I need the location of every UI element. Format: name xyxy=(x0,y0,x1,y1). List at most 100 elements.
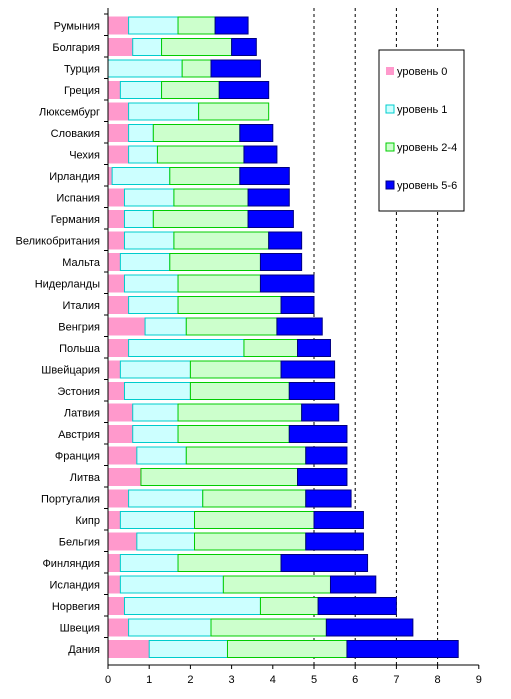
bar-segment xyxy=(107,124,130,142)
x-tick-label: 8 xyxy=(435,674,441,686)
bar-segment xyxy=(128,102,200,121)
bar-segment xyxy=(301,403,340,422)
category-label: Дания xyxy=(68,644,100,656)
bar-segment xyxy=(259,597,319,615)
bar-segment xyxy=(136,446,187,465)
category-label: Португалия xyxy=(41,494,100,506)
bar-segment xyxy=(123,382,191,400)
category-label: Бельгия xyxy=(59,537,100,549)
bar-segment xyxy=(177,425,290,443)
bar-segment xyxy=(177,274,261,293)
x-tick-label: 1 xyxy=(146,674,152,686)
x-axis: 0 1 2 3 4 5 6 7 8 9 xyxy=(105,8,482,686)
bar-segment xyxy=(132,38,163,56)
bar-segment xyxy=(107,532,138,551)
bar-segment xyxy=(111,167,171,185)
bar-segment xyxy=(128,124,154,142)
legend-label: уровень 2-4 xyxy=(397,142,457,154)
category-label: Люксембург xyxy=(39,107,100,119)
bar-segment xyxy=(128,618,212,637)
x-tick-label: 6 xyxy=(352,674,358,686)
bar-segment xyxy=(214,16,249,35)
bar-segment xyxy=(107,188,125,207)
bar-segment xyxy=(305,489,352,508)
category-label: Италия xyxy=(63,300,101,312)
bar-segment xyxy=(128,16,179,35)
legend-swatch xyxy=(385,142,395,152)
category-label: Австрия xyxy=(58,429,100,441)
bar-segment xyxy=(177,16,216,35)
bar-segment xyxy=(305,532,364,551)
bar-segment xyxy=(107,253,121,271)
bar-segment xyxy=(107,382,125,400)
category-label: Испания xyxy=(56,193,100,205)
bar-segment xyxy=(107,446,138,465)
bar-segment xyxy=(210,618,327,637)
x-tick-label: 9 xyxy=(476,674,482,686)
bar-segment xyxy=(107,317,146,336)
category-label: Великобритания xyxy=(16,236,101,248)
bar-segment xyxy=(239,124,274,142)
bar-segment xyxy=(259,274,315,293)
bar-segment xyxy=(177,403,303,422)
bar-segment xyxy=(218,81,270,99)
bar-segment xyxy=(173,231,270,250)
bar-segment xyxy=(259,253,303,271)
bar-segment xyxy=(107,360,121,379)
bar-segment xyxy=(173,188,249,207)
bar-segment xyxy=(346,640,459,658)
bar-segment xyxy=(107,145,130,164)
bar-segment xyxy=(247,210,294,228)
category-label: Мальта xyxy=(62,257,101,269)
bar-segment xyxy=(268,231,303,250)
bar-segment xyxy=(317,597,397,615)
bar-segment xyxy=(107,489,130,508)
bar-segment xyxy=(107,425,134,443)
category-label: Латвия xyxy=(64,408,100,420)
bar-segment xyxy=(280,296,315,314)
bar-segment xyxy=(107,618,130,637)
bar-segment xyxy=(325,618,414,637)
bar-segment xyxy=(156,145,245,164)
category-label: Германия xyxy=(51,214,100,226)
category-label: Эстония xyxy=(57,386,100,398)
category-label: Швеция xyxy=(60,623,100,635)
bar-segment xyxy=(132,403,179,422)
bar-segment xyxy=(107,339,130,357)
bar-segment xyxy=(152,210,249,228)
category-label: Исландия xyxy=(49,580,100,592)
category-label: Норвегия xyxy=(52,601,100,613)
legend-swatch xyxy=(386,67,394,75)
bar-segment xyxy=(119,554,179,572)
bar-segment xyxy=(297,468,348,486)
category-label: Греция xyxy=(64,85,100,97)
x-tick-label: 5 xyxy=(311,674,317,686)
bar-segment xyxy=(243,145,278,164)
bar-segment xyxy=(128,339,245,357)
bar-segment xyxy=(148,640,228,658)
category-label: Кипр xyxy=(75,515,100,527)
category-label: Чехия xyxy=(69,150,100,162)
category-label: Болгария xyxy=(52,42,100,54)
bar-segment xyxy=(202,489,307,508)
bar-segment xyxy=(107,554,121,572)
bar-segment xyxy=(152,124,241,142)
bar-segment xyxy=(280,554,369,572)
bar-segment xyxy=(123,597,261,615)
bar-segment xyxy=(169,167,241,185)
bar-segment xyxy=(288,425,348,443)
bar-segment xyxy=(107,640,150,658)
bar-segment xyxy=(107,210,125,228)
category-label: Финляндия xyxy=(42,558,100,570)
bar-segment xyxy=(119,81,163,99)
x-tick-label: 4 xyxy=(270,674,276,686)
x-tick-label: 3 xyxy=(229,674,235,686)
category-label: Нидерланды xyxy=(35,279,100,291)
bar-segment xyxy=(210,59,261,78)
bar-segment xyxy=(107,59,183,78)
bar-segment xyxy=(169,253,261,271)
bar-segment xyxy=(136,532,196,551)
category-label: Венгрия xyxy=(58,322,100,334)
bar-segment xyxy=(189,360,282,379)
